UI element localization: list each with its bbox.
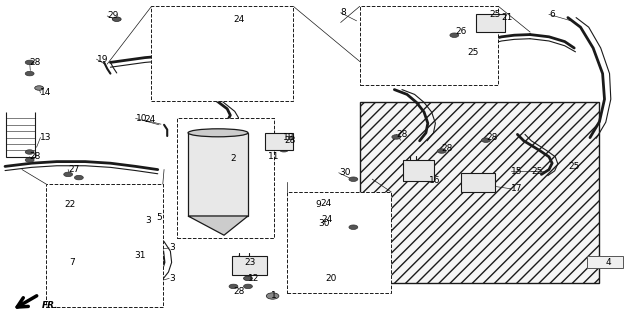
Bar: [151, 6, 293, 101]
Circle shape: [25, 60, 34, 65]
Text: 29: 29: [107, 12, 119, 20]
Bar: [287, 192, 391, 293]
Bar: [46, 184, 163, 307]
Text: 9: 9: [316, 200, 321, 209]
Text: 25: 25: [531, 167, 543, 176]
Circle shape: [244, 284, 252, 289]
Text: 3: 3: [145, 216, 151, 225]
Text: 17: 17: [511, 184, 522, 193]
Text: 8: 8: [341, 8, 346, 17]
Circle shape: [25, 158, 34, 162]
Circle shape: [229, 284, 238, 289]
Circle shape: [280, 148, 288, 152]
Text: 28: 28: [30, 152, 41, 161]
Circle shape: [280, 142, 288, 146]
Circle shape: [392, 135, 401, 139]
Text: 28: 28: [486, 133, 497, 142]
Text: 23: 23: [245, 258, 256, 267]
Text: 18: 18: [283, 133, 294, 142]
Text: 3: 3: [169, 244, 175, 252]
Text: 26: 26: [456, 28, 467, 36]
Text: 27: 27: [68, 165, 80, 174]
Circle shape: [437, 149, 446, 153]
Text: 22: 22: [64, 200, 76, 209]
Text: 4: 4: [606, 258, 611, 267]
Text: 28: 28: [442, 144, 453, 153]
Text: 1: 1: [271, 292, 277, 300]
Text: 19: 19: [97, 55, 108, 64]
Circle shape: [349, 225, 358, 229]
Text: 14: 14: [40, 88, 52, 97]
Bar: [461, 173, 495, 192]
Bar: [177, 118, 274, 238]
Circle shape: [266, 293, 279, 299]
Text: 15: 15: [511, 167, 522, 176]
Text: 25: 25: [489, 10, 500, 19]
Text: 28: 28: [284, 136, 295, 145]
Polygon shape: [188, 216, 248, 235]
Circle shape: [112, 17, 121, 21]
Circle shape: [64, 172, 73, 177]
Text: 2: 2: [230, 154, 236, 163]
Text: 12: 12: [248, 274, 259, 283]
Bar: [476, 14, 505, 32]
Text: 31: 31: [134, 252, 146, 260]
Text: 28: 28: [30, 58, 41, 67]
Bar: [188, 133, 248, 216]
Circle shape: [450, 33, 459, 37]
Text: 28: 28: [233, 287, 245, 296]
Text: 25: 25: [467, 48, 478, 57]
Circle shape: [35, 86, 44, 90]
Text: 13: 13: [40, 133, 52, 142]
Bar: [360, 102, 599, 283]
Circle shape: [349, 177, 358, 181]
Text: 24: 24: [144, 116, 155, 124]
Bar: [265, 133, 293, 150]
Text: 11: 11: [268, 152, 280, 161]
Text: 20: 20: [325, 274, 336, 283]
Text: 3: 3: [169, 274, 175, 283]
Bar: [403, 160, 434, 181]
Text: 24: 24: [322, 215, 333, 224]
Text: 24: 24: [321, 199, 332, 208]
Circle shape: [244, 276, 252, 281]
Text: 10: 10: [136, 114, 147, 123]
Circle shape: [25, 150, 34, 154]
Text: 25: 25: [568, 162, 579, 171]
Text: FR.: FR.: [42, 301, 58, 310]
Text: 30: 30: [339, 168, 350, 177]
Text: 30: 30: [319, 220, 330, 228]
Text: 5: 5: [156, 213, 162, 222]
Text: 7: 7: [69, 258, 75, 267]
Text: 21: 21: [502, 13, 513, 22]
Text: 28: 28: [396, 130, 408, 139]
Ellipse shape: [188, 129, 248, 137]
Circle shape: [74, 175, 83, 180]
Text: 24: 24: [233, 15, 245, 24]
Text: 16: 16: [429, 176, 440, 185]
Bar: [232, 256, 267, 275]
Bar: [360, 6, 498, 85]
Bar: [587, 256, 623, 268]
Circle shape: [481, 138, 490, 142]
Circle shape: [25, 71, 34, 76]
Text: 6: 6: [549, 10, 555, 19]
